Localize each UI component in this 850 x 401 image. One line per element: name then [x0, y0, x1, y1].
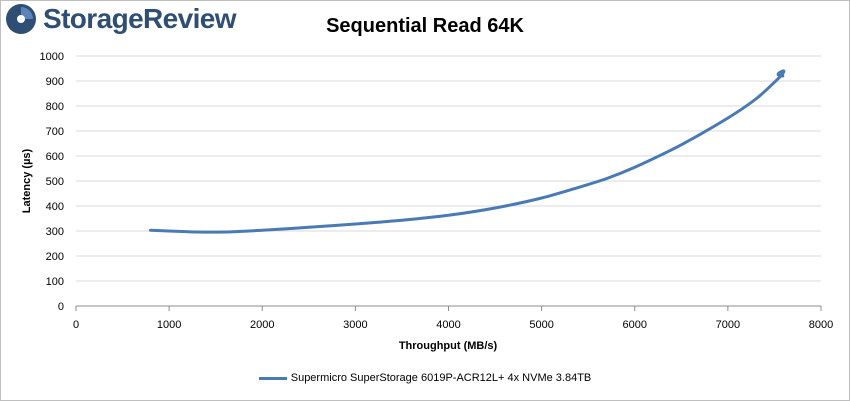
legend: Supermicro SuperStorage 6019P-ACR12L+ 4x…	[0, 372, 850, 384]
y-tick-label: 1000	[40, 51, 64, 63]
y-tick-label: 200	[46, 251, 64, 263]
x-tick-label: 2000	[250, 319, 274, 331]
grid-lines	[76, 55, 821, 282]
x-tick-label: 4000	[436, 319, 460, 331]
x-tick-label: 7000	[716, 319, 740, 331]
y-tick-label: 400	[46, 201, 64, 213]
series-group	[149, 69, 786, 234]
y-tick-label: 900	[46, 76, 64, 88]
y-tick-label: 500	[46, 176, 64, 188]
y-tick-label: 100	[46, 276, 64, 288]
x-tick-labels: 0 1000 2000 3000 4000 5000 6000 7000 8000	[73, 306, 833, 331]
y-tick-label: 0	[58, 301, 64, 313]
x-tick-label: 3000	[343, 319, 367, 331]
x-tick-label: 8000	[809, 319, 833, 331]
storagereview-logo: StorageReview	[5, 3, 237, 35]
brand-name: StorageReview	[43, 3, 237, 34]
x-tick-label: 5000	[529, 319, 553, 331]
legend-swatch	[258, 376, 287, 380]
x-tick-label: 0	[73, 319, 79, 331]
y-axis-title: Latency (µs)	[21, 148, 33, 213]
chart-title: Sequential Read 64K	[326, 15, 524, 37]
storagereview-logo-icon	[6, 4, 36, 34]
y-tick-label: 600	[46, 151, 64, 163]
y-tick-labels: 0 100 200 300 400 500 600 700 800 900 1000	[40, 51, 64, 313]
x-axis-title: Throughput (MB/s)	[399, 340, 498, 352]
y-tick-label: 800	[46, 101, 64, 113]
series-line	[149, 69, 786, 234]
x-tick-label: 6000	[623, 319, 647, 331]
y-tick-label: 700	[46, 126, 64, 138]
x-tick-label: 1000	[157, 319, 181, 331]
legend-label: Supermicro SuperStorage 6019P-ACR12L+ 4x…	[290, 372, 592, 384]
y-tick-label: 300	[46, 226, 64, 238]
